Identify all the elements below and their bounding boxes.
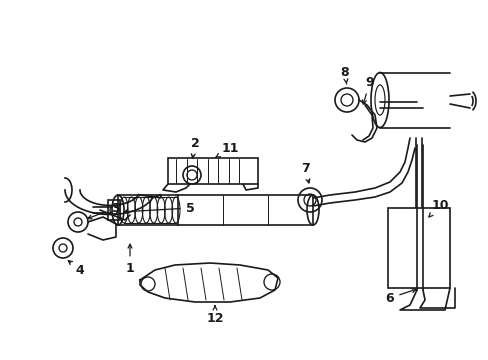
Text: 2: 2 xyxy=(190,136,199,158)
Bar xyxy=(118,195,312,225)
Bar xyxy=(108,200,120,220)
Text: 4: 4 xyxy=(68,261,84,276)
Bar xyxy=(387,208,449,288)
Text: 5: 5 xyxy=(124,202,194,215)
Text: 12: 12 xyxy=(206,306,224,324)
Text: 3: 3 xyxy=(88,202,119,219)
Text: 11: 11 xyxy=(215,141,238,157)
Text: 9: 9 xyxy=(362,76,373,104)
Text: 10: 10 xyxy=(428,198,448,217)
Text: 7: 7 xyxy=(300,162,309,183)
Text: 1: 1 xyxy=(125,244,134,274)
Text: 6: 6 xyxy=(385,289,415,305)
Bar xyxy=(168,158,258,184)
Text: 8: 8 xyxy=(340,66,348,84)
